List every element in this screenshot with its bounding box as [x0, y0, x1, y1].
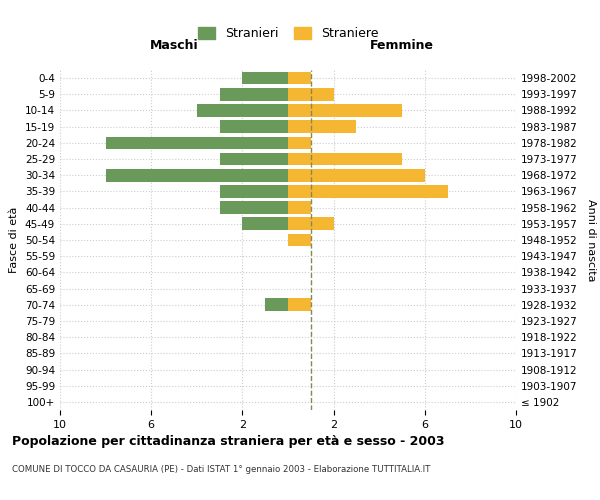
Bar — [242, 72, 288, 85]
Bar — [265, 298, 288, 311]
Bar — [288, 120, 356, 133]
Bar — [288, 72, 311, 85]
Text: Femmine: Femmine — [370, 40, 434, 52]
Y-axis label: Anni di nascita: Anni di nascita — [586, 198, 596, 281]
Bar — [242, 218, 288, 230]
Y-axis label: Fasce di età: Fasce di età — [10, 207, 19, 273]
Bar — [288, 104, 402, 117]
Bar — [288, 202, 311, 214]
Bar — [220, 185, 288, 198]
Bar — [288, 136, 311, 149]
Text: Popolazione per cittadinanza straniera per età e sesso - 2003: Popolazione per cittadinanza straniera p… — [12, 435, 445, 448]
Bar — [220, 202, 288, 214]
Bar — [106, 169, 288, 181]
Bar — [288, 218, 334, 230]
Bar — [288, 234, 311, 246]
Bar — [288, 152, 402, 166]
Bar — [288, 185, 448, 198]
Text: Maschi: Maschi — [149, 40, 199, 52]
Bar — [288, 298, 311, 311]
Bar — [220, 152, 288, 166]
Bar — [288, 88, 334, 101]
Bar — [220, 120, 288, 133]
Bar — [106, 136, 288, 149]
Bar — [220, 88, 288, 101]
Bar — [288, 169, 425, 181]
Bar — [197, 104, 288, 117]
Legend: Stranieri, Straniere: Stranieri, Straniere — [193, 22, 383, 45]
Text: COMUNE DI TOCCO DA CASAURIA (PE) - Dati ISTAT 1° gennaio 2003 - Elaborazione TUT: COMUNE DI TOCCO DA CASAURIA (PE) - Dati … — [12, 465, 430, 474]
